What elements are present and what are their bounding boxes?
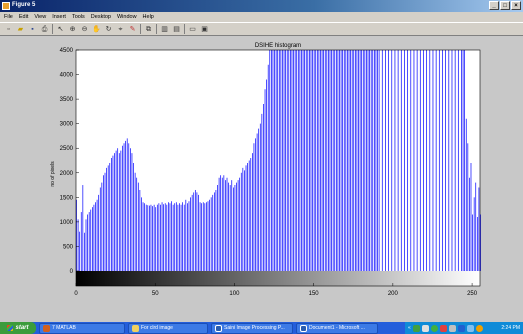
y-tick-label: 3000 <box>60 122 74 128</box>
gray-scale-bar <box>76 271 480 286</box>
x-tick-label: 150 <box>309 291 320 297</box>
bluetooth-icon[interactable] <box>457 324 465 332</box>
window-titlebar[interactable]: Figure 5 _ □ × <box>0 0 523 12</box>
y-tick-label: 3500 <box>60 97 74 103</box>
new-icon[interactable]: ▫ <box>7 25 10 33</box>
x-tick-label: 100 <box>229 291 240 297</box>
window-title: Figure 5 <box>12 2 36 8</box>
chart-title: DSIHE histogram <box>255 43 301 49</box>
shield-icon[interactable] <box>439 324 447 332</box>
y-axis-label: no of pixels <box>50 161 56 187</box>
close-button[interactable]: × <box>511 1 521 10</box>
display-icon[interactable] <box>466 324 474 332</box>
link-icon[interactable]: ⧉ <box>146 25 151 33</box>
pan-icon[interactable]: ✋ <box>92 25 101 33</box>
rotate-icon[interactable]: ↻ <box>105 25 112 33</box>
figure-toolbar: ▫ ▰ ▪ ⎙ ↖ ⊕ ⊖ ✋ ↻ ⌖ ✎ ⧉ ▥ ▤ ▭ ▣ <box>0 22 523 36</box>
start-button[interactable]: start <box>0 322 36 334</box>
matlab-icon <box>43 324 50 332</box>
task-matlab[interactable]: 7 MATLAB <box>39 322 125 334</box>
menu-file[interactable]: File <box>4 14 13 20</box>
show-icon[interactable]: ▣ <box>201 25 208 33</box>
zoom-out-icon[interactable]: ⊖ <box>81 25 88 33</box>
x-tick-label: 250 <box>467 291 478 297</box>
y-tick-label: 2500 <box>60 146 74 152</box>
toolbar-separator <box>184 24 185 34</box>
task-saini-doc[interactable]: Saini Image Processing P... <box>211 322 293 334</box>
y-tick-label: 1000 <box>60 220 74 226</box>
open-icon[interactable]: ▰ <box>17 25 24 33</box>
task-label: 7 MATLAB <box>52 325 76 331</box>
word-icon <box>300 324 307 332</box>
colorbar-icon[interactable]: ▥ <box>161 25 168 33</box>
menu-view[interactable]: View <box>34 14 47 20</box>
histogram-bars <box>76 50 481 271</box>
menu-edit[interactable]: Edit <box>18 14 29 20</box>
menu-insert[interactable]: Insert <box>52 14 66 20</box>
x-tick-label: 200 <box>388 291 399 297</box>
y-tick-label: 4000 <box>60 73 74 79</box>
volume-icon[interactable] <box>448 324 456 332</box>
minimize-button[interactable]: _ <box>489 1 499 10</box>
start-label: start <box>15 325 29 331</box>
brush-icon[interactable]: ✎ <box>129 25 136 33</box>
task-folder[interactable]: For clrd image <box>128 322 208 334</box>
maximize-button[interactable]: □ <box>500 1 510 10</box>
word-icon <box>215 324 222 332</box>
x-axis-ticks: 0 50 100 150 200 250 <box>74 283 478 297</box>
x-tick-label: 0 <box>74 291 78 297</box>
taskbar: start 7 MATLAB For clrd image Saini Imag… <box>0 322 523 334</box>
clock: 2:24 PM <box>501 325 520 331</box>
datacursor-icon[interactable]: ⌖ <box>118 25 123 33</box>
axes-frame <box>75 49 481 287</box>
y-tick-label: 4500 <box>60 48 74 54</box>
x-tick-label: 50 <box>152 291 159 297</box>
toolbar-separator <box>140 24 141 34</box>
task-document1[interactable]: Document1 - Microsoft ... <box>296 322 378 334</box>
y-axis-ticks: 0 500 1000 1500 2000 2500 3000 3500 4000 4500 <box>60 48 79 275</box>
menu-window[interactable]: Window <box>116 14 137 20</box>
print-icon[interactable]: ⎙ <box>41 25 48 33</box>
system-tray: « 2:24 PM <box>405 322 523 334</box>
y-tick-label: 0 <box>70 269 74 275</box>
tray-chevron-icon[interactable]: « <box>408 325 411 331</box>
histogram-chart[interactable]: 0 500 1000 1500 2000 2500 3000 3500 4000 4500 0 50… <box>0 36 523 322</box>
task-label: For clrd image <box>141 325 173 331</box>
figure-canvas: 0 500 1000 1500 2000 2500 3000 3500 4000 4500 0 50… <box>0 36 523 322</box>
zoom-in-icon[interactable]: ⊕ <box>69 25 76 33</box>
messenger-icon[interactable] <box>430 324 438 332</box>
menu-bar: File Edit View Insert Tools Desktop Wind… <box>0 12 523 22</box>
y-tick-label: 2000 <box>60 171 74 177</box>
menu-tools[interactable]: Tools <box>71 14 85 20</box>
arrow-icon[interactable]: ↖ <box>57 25 64 33</box>
antivirus-icon[interactable] <box>421 324 429 332</box>
toolbar-separator <box>52 24 53 34</box>
task-label: Document1 - Microsoft ... <box>309 325 365 331</box>
task-label: Saini Image Processing P... <box>224 325 285 331</box>
windows-logo-icon <box>7 325 14 331</box>
folder-icon <box>132 324 139 332</box>
save-icon[interactable]: ▪ <box>31 25 34 33</box>
network-icon[interactable] <box>412 324 420 332</box>
menu-desktop[interactable]: Desktop <box>90 14 111 20</box>
update-icon[interactable] <box>475 324 483 332</box>
menu-help[interactable]: Help <box>142 14 154 20</box>
y-tick-label: 500 <box>63 244 74 250</box>
toolbar-separator <box>156 24 157 34</box>
legend-icon[interactable]: ▤ <box>173 25 180 33</box>
hide-icon[interactable]: ▭ <box>189 25 196 33</box>
figure-icon <box>2 2 10 10</box>
y-tick-label: 1500 <box>60 195 74 201</box>
